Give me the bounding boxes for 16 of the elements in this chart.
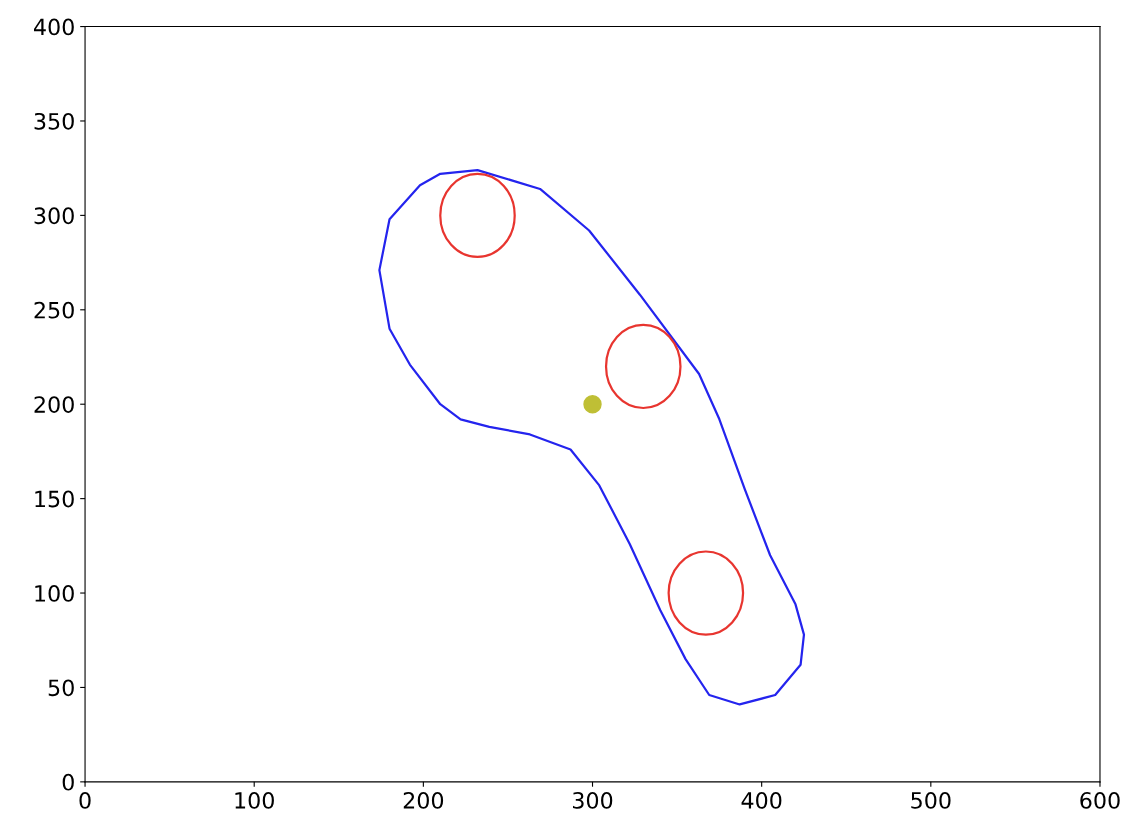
x-tick-label: 400: [741, 791, 782, 809]
y-tick-label: 100: [35, 584, 74, 602]
x-tick-label: 600: [1080, 791, 1120, 809]
x-tick-label: 100: [235, 791, 274, 809]
x-tick-label: 300: [573, 791, 613, 809]
y-tick-label: 350: [34, 112, 74, 130]
y-tick-label: 400: [34, 18, 74, 36]
x-tick-label: 200: [403, 791, 444, 809]
y-tick-label: 0: [62, 773, 74, 791]
y-tick-label: 250: [34, 301, 74, 319]
y-tick-label: 300: [34, 207, 74, 225]
x-tick-label: 0: [79, 791, 91, 809]
y-tick-label: 200: [34, 396, 74, 413]
x-tick-label: 500: [911, 791, 951, 809]
y-tick-label: 150: [35, 490, 74, 508]
y-tick-label: 50: [48, 679, 74, 697]
